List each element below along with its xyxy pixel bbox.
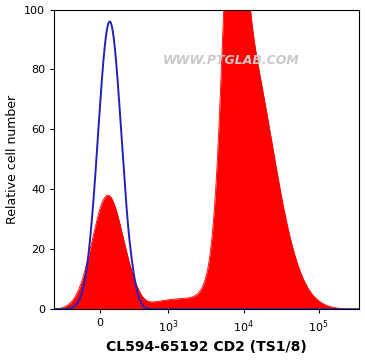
X-axis label: CL594-65192 CD2 (TS1/8): CL594-65192 CD2 (TS1/8) [107,341,307,355]
Y-axis label: Relative cell number: Relative cell number [5,95,19,224]
Text: WWW.PTGLAB.COM: WWW.PTGLAB.COM [163,54,300,67]
